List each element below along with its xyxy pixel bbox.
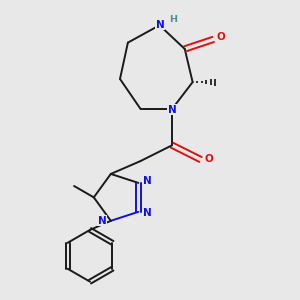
Text: N: N <box>98 216 106 226</box>
Text: N: N <box>143 176 152 186</box>
Text: O: O <box>204 154 213 164</box>
Text: N: N <box>168 105 176 115</box>
Text: O: O <box>217 32 225 42</box>
Text: N: N <box>156 20 164 30</box>
Text: N: N <box>143 208 152 218</box>
Text: H: H <box>169 15 177 24</box>
